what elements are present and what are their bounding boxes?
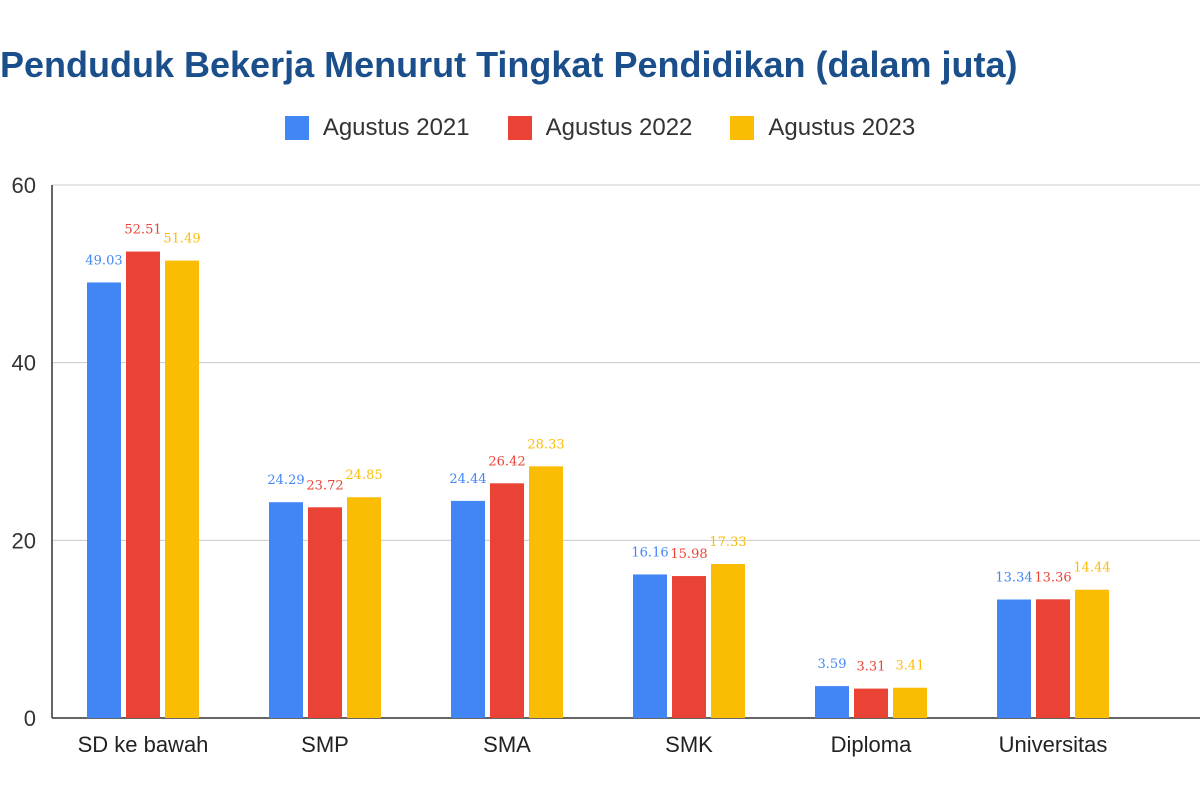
bar-5-2 (1075, 589, 1109, 718)
bar-0-0 (87, 282, 121, 718)
bar-5-0 (997, 599, 1031, 718)
bar-2-1 (490, 483, 524, 718)
data-label-4-2: 3.41 (896, 659, 925, 674)
x-category-label-0: SD ke bawah (78, 732, 209, 757)
data-label-1-2: 24.85 (345, 468, 382, 483)
data-label-2-0: 24.44 (449, 472, 486, 487)
data-label-3-0: 16.16 (631, 545, 668, 560)
legend-swatch-2 (730, 116, 755, 140)
legend-label-1: Agustus 2022 (545, 114, 693, 141)
y-tick-label-2: 40 (12, 351, 36, 376)
data-label-4-0: 3.59 (818, 657, 847, 672)
data-label-2-1: 26.42 (488, 454, 525, 469)
data-label-4-1: 3.31 (857, 660, 886, 675)
data-label-0-1: 52.51 (124, 223, 161, 238)
bar-1-0 (269, 502, 303, 718)
data-label-3-1: 15.98 (670, 547, 707, 562)
legend-label-0: Agustus 2021 (322, 114, 470, 141)
bar-3-1 (672, 576, 706, 718)
data-label-0-2: 51.49 (163, 232, 200, 247)
x-category-label-1: SMP (301, 732, 349, 757)
legend-label-2: Agustus 2023 (768, 114, 916, 141)
data-label-0-0: 49.03 (85, 253, 122, 268)
legend-swatch-1 (507, 116, 532, 140)
bar-2-2 (529, 466, 563, 718)
bar-2-0 (451, 500, 485, 718)
x-category-label-2: SMA (483, 732, 531, 757)
bar-1-1 (308, 507, 342, 718)
y-tick-label-3: 60 (12, 173, 36, 198)
legend-swatch-0 (284, 116, 309, 140)
bar-0-2 (165, 260, 199, 718)
bar-0-1 (126, 251, 160, 718)
bar-1-2 (347, 497, 381, 718)
data-label-2-2: 28.33 (527, 437, 564, 452)
bar-4-1 (854, 688, 888, 718)
y-tick-label-1: 20 (12, 528, 36, 553)
data-label-3-2: 17.33 (709, 535, 746, 550)
data-label-1-0: 24.29 (267, 473, 304, 488)
data-label-1-1: 23.72 (306, 478, 343, 493)
chart-title: Penduduk Bekerja Menurut Tingkat Pendidi… (0, 44, 1018, 85)
x-category-label-5: Universitas (999, 732, 1108, 757)
bar-4-0 (815, 686, 849, 718)
x-category-label-4: Diploma (831, 732, 912, 757)
data-label-5-1: 13.36 (1034, 570, 1071, 585)
legend: Agustus 2021 Agustus 2022 Agustus 2023 (0, 108, 1200, 148)
bar-3-2 (711, 564, 745, 718)
x-category-label-3: SMK (665, 732, 713, 757)
data-label-5-2: 14.44 (1073, 561, 1110, 576)
bar-4-2 (893, 687, 927, 718)
bar-5-1 (1036, 599, 1070, 718)
data-label-5-0: 13.34 (995, 570, 1032, 585)
legend-item-1: Agustus 2022 (507, 114, 693, 142)
legend-item-2: Agustus 2023 (730, 114, 915, 142)
legend-item-0: Agustus 2021 (284, 114, 470, 142)
bar-3-0 (633, 574, 667, 718)
y-tick-label-0: 0 (24, 706, 36, 731)
